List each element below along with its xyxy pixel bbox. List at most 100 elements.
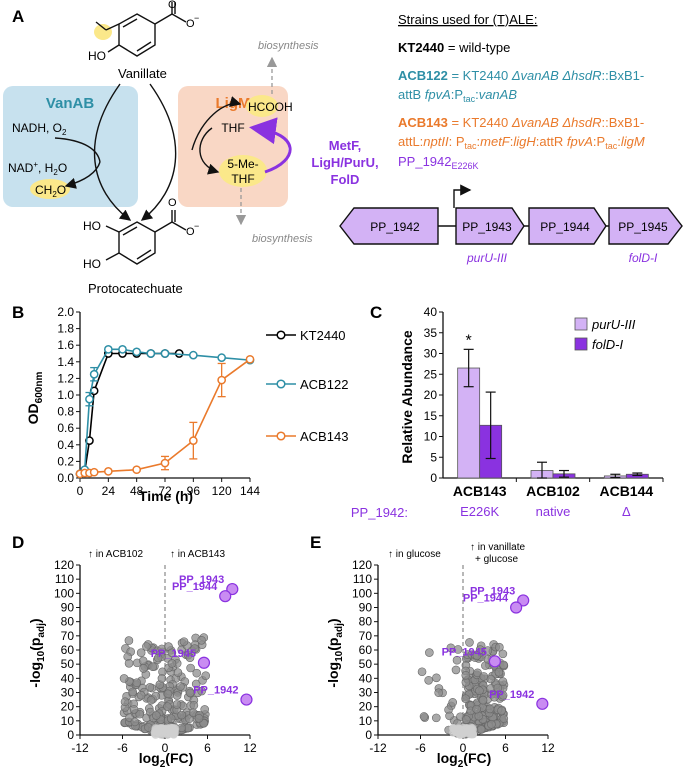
gene-point [153,653,163,663]
volcano-e-ylabel: -log10(padj) [325,618,345,687]
gene-point [495,642,504,652]
gene-pp1945 [608,207,683,245]
gene-point [136,690,146,700]
data-point [103,345,113,354]
gene-point [465,638,474,647]
y-tick-label: 0 [430,471,437,485]
y-tick-label: 70 [359,629,373,643]
volcano-d-xlabel: log2(FC) [139,750,194,770]
x-tick-label: 24 [102,484,116,498]
svg-text:PP_1942E226K: PP_1942E226K [398,154,479,171]
vanillate-carbonyl-o: O [168,0,177,11]
legend-label: folD-I [592,337,623,352]
x-tick-label: 0 [460,741,467,755]
gene-point [173,668,183,677]
folD-label: folD-I [629,251,658,265]
gene-point [138,656,148,666]
gene-point [185,653,195,662]
nadh-o2-label: NADH, O2 [12,121,67,137]
y-tick-label: 1.6 [57,338,74,352]
legend-label: ACB122 [300,377,348,392]
enzymes-line-1: MetF, [329,138,362,153]
gene-point [445,711,454,721]
volcano-e-xlabel: log2(FC) [437,750,492,770]
gene-point [431,713,441,723]
highlighted-gene-point [240,693,253,706]
x-tick-label: -6 [117,741,128,755]
legend-marker [276,379,286,389]
data-point [132,347,142,357]
data-point [85,436,94,445]
y-tick-label: 15 [424,409,438,423]
gene-point [475,686,484,696]
x-tick-label: -12 [369,741,387,755]
data-point [188,436,198,445]
gene-point [124,636,134,645]
gene-point [151,711,161,720]
highlighted-gene-point [219,590,232,603]
gene-point [166,714,176,723]
vanillate-ho: HO [88,49,106,63]
gene-point [129,705,139,714]
gene-point [163,702,172,711]
y-tick-label: 60 [61,643,75,657]
legend-label: KT2440 [300,328,346,343]
x-tick-label: -6 [415,741,426,755]
data-point [245,354,255,364]
volcano-e-left-note: ↑ in glucose [388,549,441,560]
ch2o-label: CH2O [35,183,66,199]
category-label: ACB102 [526,483,580,499]
legend-swatch [574,337,588,351]
gene-point [448,698,458,707]
biosynthesis-top-label: biosynthesis [258,40,319,52]
y-tick-label: 110 [55,572,74,586]
y-tick-label: 20 [424,388,438,402]
y-tick-label: 80 [61,615,75,629]
y-tick-label: 80 [359,615,373,629]
highlighted-gene-label: PP_1942 [193,685,238,697]
category-sublabel: Δ [622,504,631,519]
y-tick-label: 100 [352,586,372,600]
y-tick-label: 60 [359,643,373,657]
ch2o-highlight [30,179,70,199]
gene-point [499,714,509,723]
highlighted-gene-point [488,655,501,668]
y-tick-label: 50 [359,657,373,671]
highlighted-gene-point [197,656,211,669]
y-tick-label: 0.0 [57,471,74,485]
protocatechuate-carboxylate-o: O [186,226,195,238]
gene-point [498,677,508,686]
y-tick-label: 90 [359,601,373,615]
vanab-label: VanAB [46,95,95,112]
gene-point [157,674,167,683]
thf-regeneration-arrow [249,117,292,174]
highlighted-gene-label: PP_1942 [489,689,534,701]
category-sublabel: native [536,504,571,519]
operon-diagram [339,184,683,245]
x-tick-label: 12 [243,741,257,755]
y-tick-label: 30 [424,347,438,361]
gene-point [417,667,427,677]
significance-star: * [466,332,472,349]
data-point [160,349,170,358]
gene-point [478,695,488,705]
gene-point [485,704,495,714]
highlighted-gene-label: PP_1944 [463,593,509,605]
gene-point [434,688,443,698]
nonsig-point [464,725,473,734]
y-tick-label: 1.4 [57,355,74,369]
gene-point [185,688,195,698]
gene-point [432,673,441,683]
protocatechuate-structure [105,210,187,265]
y-tick-label: 0.8 [57,405,74,419]
strain-kt2440: KT2440 = wild-type [398,40,510,55]
y-tick-label: 1.0 [57,388,74,402]
enzymes-line-3: FolD [331,172,360,187]
y-tick-label: 70 [61,629,75,643]
gene-point [167,648,177,658]
gene-point [476,725,486,734]
gene-point [128,687,137,697]
nonsig-point [169,730,178,739]
gene-label-3: PP_1944 [540,220,590,234]
